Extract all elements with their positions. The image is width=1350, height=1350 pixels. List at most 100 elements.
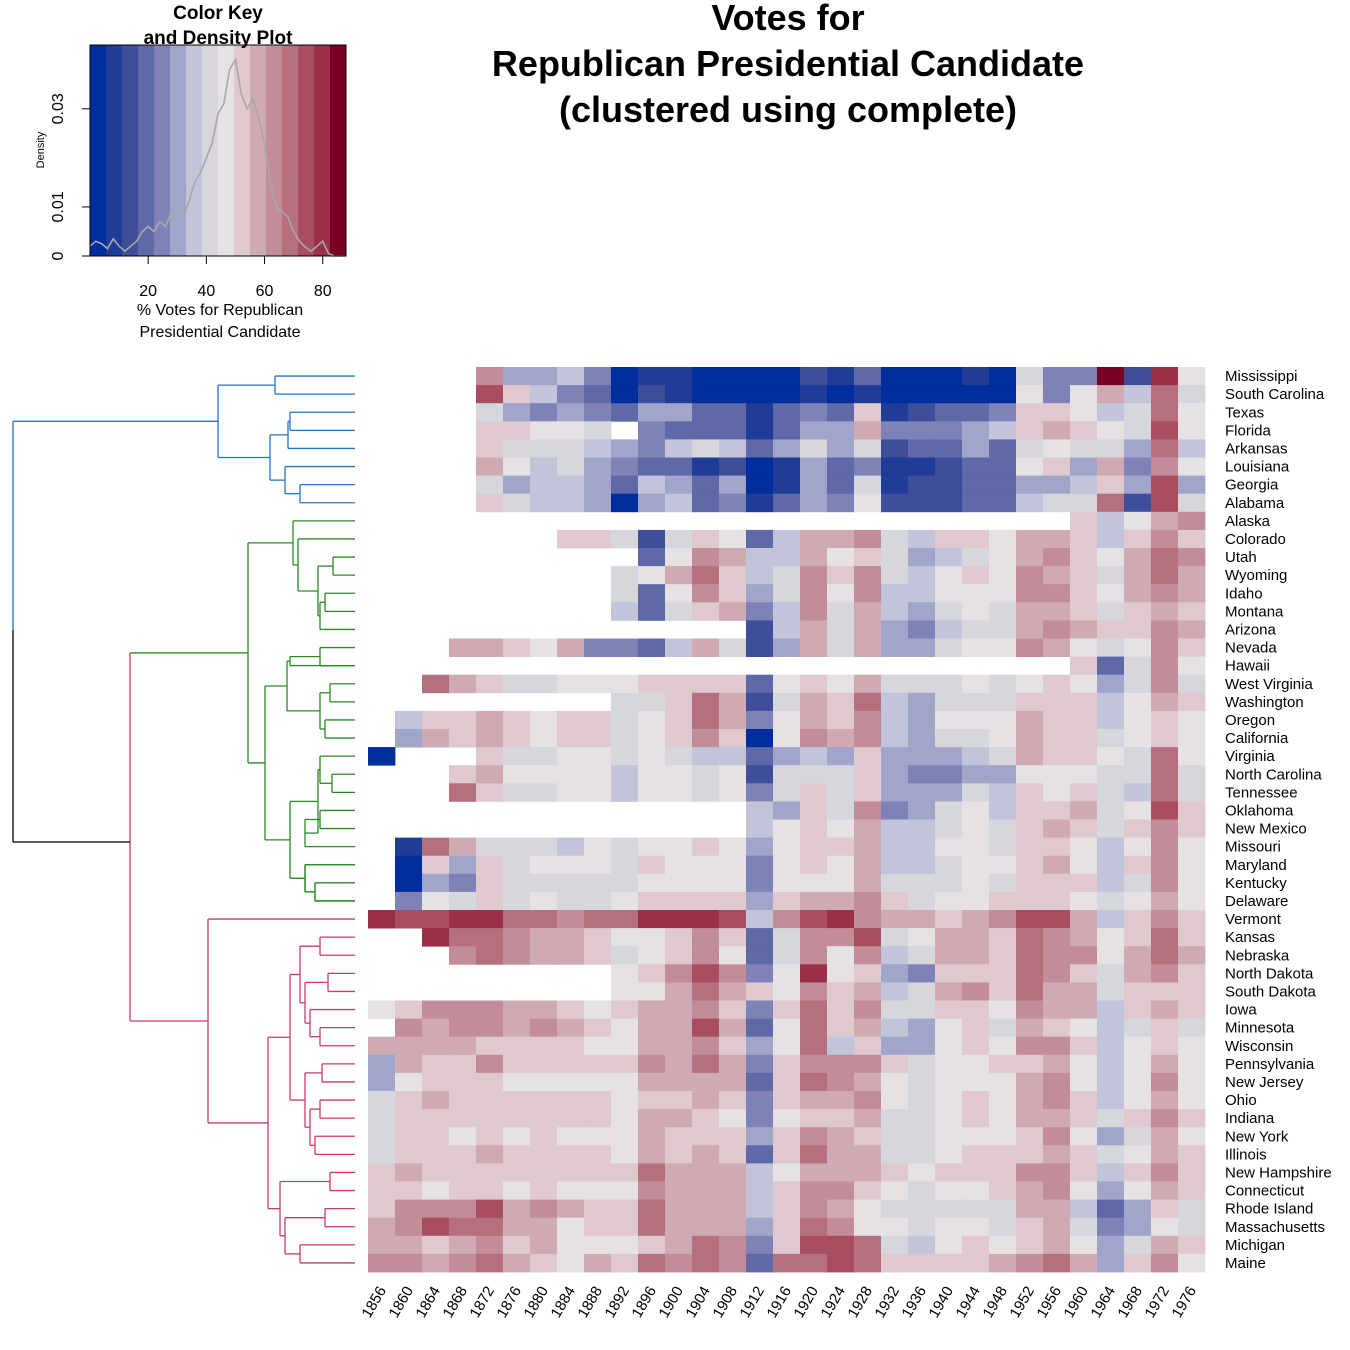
heatmap-cell xyxy=(989,765,1017,784)
heatmap-cell xyxy=(881,891,909,911)
heatmap-cell xyxy=(1151,475,1179,495)
column-label: 1880 xyxy=(521,1284,552,1321)
column-label: 1952 xyxy=(1007,1284,1038,1321)
heatmap-cell xyxy=(368,1036,396,1056)
heatmap-cell xyxy=(800,1253,828,1273)
heatmap-cell xyxy=(854,801,882,820)
heatmap-cell xyxy=(1016,1091,1044,1110)
heatmap-cell xyxy=(1043,421,1071,440)
heatmap-cell xyxy=(1043,783,1071,802)
heatmap-cell xyxy=(1043,1217,1071,1237)
heatmap-cell xyxy=(746,475,774,495)
heatmap-cell xyxy=(557,1036,585,1056)
row-label: Colorado xyxy=(1225,531,1286,548)
heatmap-cell xyxy=(1043,584,1071,603)
heatmap-cell xyxy=(1016,475,1044,495)
heatmap-cell xyxy=(719,1091,747,1110)
heatmap-cell xyxy=(503,729,531,748)
column-label: 1904 xyxy=(683,1284,714,1321)
heatmap-cell xyxy=(1043,819,1071,838)
heatmap-cell xyxy=(881,548,909,567)
row-label: Montana xyxy=(1225,603,1284,620)
key-y-tick-label: 0.01 xyxy=(50,191,67,222)
row-label: Illinois xyxy=(1225,1146,1267,1163)
heatmap-cell xyxy=(611,385,639,404)
heatmap-cell xyxy=(881,602,909,621)
heatmap-cell xyxy=(530,1217,558,1237)
heatmap-cell xyxy=(1016,910,1044,929)
heatmap-cell xyxy=(827,1091,855,1110)
key-y-tick-label: 0.03 xyxy=(50,93,67,124)
heatmap-cell xyxy=(1070,692,1098,712)
heatmap-cell xyxy=(800,910,828,929)
heatmap-cell xyxy=(881,421,909,440)
heatmap-cell xyxy=(692,548,720,567)
heatmap-cell xyxy=(1097,1109,1125,1128)
heatmap-cell xyxy=(1097,710,1125,730)
heatmap-cell xyxy=(854,367,882,386)
heatmap-cell xyxy=(1097,584,1125,603)
heatmap-cell xyxy=(368,1199,396,1219)
heatmap-cell xyxy=(962,566,990,585)
heatmap-cell xyxy=(1097,819,1125,838)
heatmap-cell xyxy=(638,403,666,422)
heatmap-cell xyxy=(908,1253,936,1273)
heatmap-cell xyxy=(1016,403,1044,422)
heatmap-cell xyxy=(395,1000,423,1019)
heatmap-cell xyxy=(746,602,774,621)
heatmap-cell xyxy=(1016,1253,1044,1273)
heatmap-cell xyxy=(665,982,693,1001)
heatmap-cell xyxy=(422,873,450,893)
heatmap-cell xyxy=(1097,1217,1125,1237)
heatmap-cell xyxy=(557,747,585,766)
heatmap-cell xyxy=(800,1091,828,1110)
heatmap-cell xyxy=(503,638,531,657)
heatmap-cell xyxy=(746,765,774,784)
heatmap-cell xyxy=(1124,692,1152,712)
heatmap-cell xyxy=(692,837,720,857)
heatmap-cell xyxy=(800,548,828,567)
heatmap-cell xyxy=(638,1054,666,1074)
heatmap-cell xyxy=(989,1109,1017,1128)
heatmap-cell xyxy=(989,1036,1017,1056)
heatmap-cell xyxy=(1124,946,1152,965)
heatmap-cell xyxy=(395,910,423,929)
heatmap-cell xyxy=(962,475,990,495)
heatmap-cell xyxy=(1124,1127,1152,1146)
heatmap-cell xyxy=(503,1145,531,1164)
heatmap-cell xyxy=(827,421,855,440)
heatmap-cell xyxy=(1043,765,1071,784)
heatmap-cell xyxy=(989,801,1017,820)
heatmap-cell xyxy=(854,1163,882,1182)
heatmap-cell xyxy=(719,710,747,730)
heatmap-cell xyxy=(692,1253,720,1273)
heatmap-cell xyxy=(1097,946,1125,965)
heatmap-cell xyxy=(1097,511,1125,531)
heatmap-cell xyxy=(881,1127,909,1146)
heatmap-cell xyxy=(1070,783,1098,802)
heatmap-cell xyxy=(584,910,612,929)
heatmap-cell xyxy=(665,1072,693,1092)
heatmap-cell xyxy=(989,692,1017,712)
heatmap-cell xyxy=(584,1072,612,1092)
heatmap-cell xyxy=(881,1000,909,1019)
heatmap-cell xyxy=(746,584,774,603)
heatmap-cell xyxy=(1178,692,1206,712)
heatmap-cell xyxy=(827,855,855,875)
heatmap-cell xyxy=(773,1217,801,1237)
heatmap-cell xyxy=(611,529,639,549)
heatmap-cell xyxy=(368,1235,396,1255)
heatmap-cell xyxy=(503,493,531,513)
heatmap-cell xyxy=(503,837,531,857)
heatmap-cell xyxy=(989,385,1017,404)
heatmap-cell xyxy=(746,692,774,712)
heatmap-cell xyxy=(1016,1145,1044,1164)
heatmap-cell xyxy=(746,529,774,549)
heatmap-cell xyxy=(611,873,639,893)
heatmap-cell xyxy=(557,457,585,476)
heatmap-cell xyxy=(746,1235,774,1255)
heatmap-cell xyxy=(557,1127,585,1146)
heatmap-cell xyxy=(989,1091,1017,1110)
heatmap-cell xyxy=(476,1253,504,1273)
heatmap-cell xyxy=(1178,873,1206,893)
